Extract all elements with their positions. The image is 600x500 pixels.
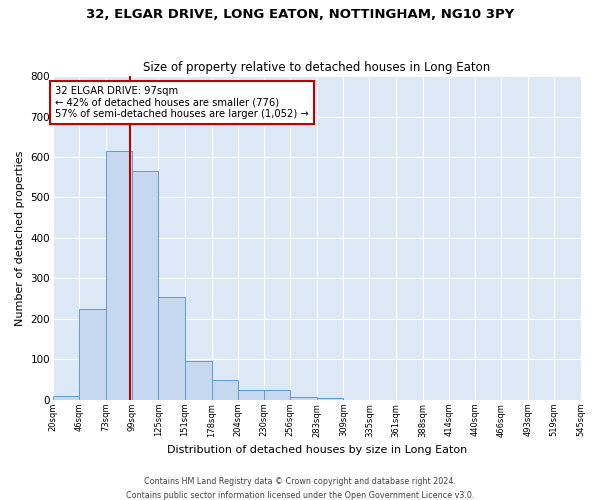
Bar: [212, 380, 238, 400]
Text: Contains HM Land Registry data © Crown copyright and database right 2024.
Contai: Contains HM Land Registry data © Crown c…: [126, 478, 474, 500]
Bar: [158, 296, 185, 400]
Bar: [264, 390, 290, 400]
X-axis label: Distribution of detached houses by size in Long Eaton: Distribution of detached houses by size …: [167, 445, 467, 455]
Text: 32, ELGAR DRIVE, LONG EATON, NOTTINGHAM, NG10 3PY: 32, ELGAR DRIVE, LONG EATON, NOTTINGHAM,…: [86, 8, 514, 20]
Bar: [133, 171, 158, 400]
Y-axis label: Number of detached properties: Number of detached properties: [15, 150, 25, 326]
Title: Size of property relative to detached houses in Long Eaton: Size of property relative to detached ho…: [143, 60, 490, 74]
Bar: [238, 390, 264, 400]
Bar: [290, 396, 317, 400]
Bar: [79, 309, 106, 400]
Bar: [317, 398, 343, 400]
Bar: [185, 362, 212, 400]
Bar: [106, 151, 133, 400]
Text: 32 ELGAR DRIVE: 97sqm
← 42% of detached houses are smaller (776)
57% of semi-det: 32 ELGAR DRIVE: 97sqm ← 42% of detached …: [55, 86, 309, 120]
Bar: [53, 396, 79, 400]
